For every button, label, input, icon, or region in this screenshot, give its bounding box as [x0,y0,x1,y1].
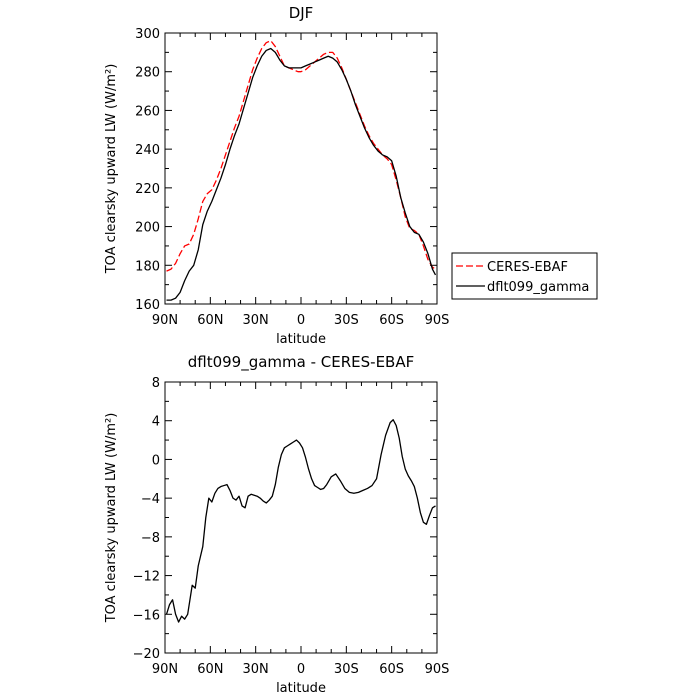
legend: CERES-EBAF dflt099_gamma [451,252,598,300]
x-tick-label: 60S [379,313,404,328]
chart-title: dflt099_gamma - CERES-EBAF [188,353,415,372]
chart-panel-2: dflt099_gamma - CERES-EBAF 90N 60N 30N 0 30S 6… [104,353,449,696]
y-tick-label: 280 [135,66,160,81]
x-tick-label: 30N [243,313,269,328]
x-axis-label: latitude [276,332,326,347]
x-tick-label: 90N [152,313,178,328]
x-axis-label: latitude [276,681,326,696]
x-tick-label: 90S [425,313,450,328]
y-tick-label: 160 [135,298,160,313]
y-tick-label: 240 [135,143,160,158]
series-line-dflt099-gamma [166,47,437,301]
x-tick-label: 60N [197,662,223,677]
x-tick-label: 60N [197,313,223,328]
y-tick-label: 180 [135,259,160,274]
y-tick-label: −8 [141,531,160,546]
y-tick-label: 200 [135,221,160,236]
y-axis-label: TOA clearsky upward LW (W/m²) [104,64,119,275]
legend-label: dflt099_gamma [487,280,589,295]
y-axis-label: TOA clearsky upward LW (W/m²) [104,413,119,624]
y-tick-label: −16 [133,608,160,623]
x-tick-label: 0 [297,313,305,328]
x-tick-label: 90N [152,662,178,677]
legend-box [451,252,598,300]
x-tick-label: 60S [379,662,404,677]
plot-frame [164,32,438,305]
x-tick-label: 30S [334,662,359,677]
chart-title: DJF [289,4,314,22]
y-tick-label: 0 [152,453,160,468]
y-tick-label: −4 [141,492,160,507]
y-tick-label: −12 [133,570,160,585]
y-tick-label: −20 [133,647,160,662]
chart-panel-1: DJF 90N 60N 30N 0 30S 60S 90S 160 180 200 220 240 260… [104,4,598,347]
y-tick-label: 300 [135,27,160,42]
y-tick-label: 220 [135,182,160,197]
x-tick-label: 30N [243,662,269,677]
x-tick-label: 90S [425,662,450,677]
y-tick-label: 260 [135,104,160,119]
series-line-difference [165,419,436,623]
series-line-ceres-ebaf [166,40,436,272]
legend-label: CERES-EBAF [487,260,568,275]
x-tick-label: 0 [297,662,305,677]
x-tick-label: 30S [334,313,359,328]
y-tick-label: 8 [152,376,160,391]
y-tick-label: 4 [152,415,160,430]
